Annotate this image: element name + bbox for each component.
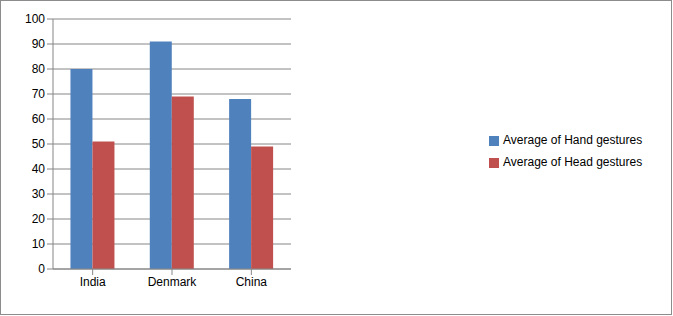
svg-text:90: 90 bbox=[32, 37, 46, 51]
svg-text:10: 10 bbox=[32, 237, 46, 251]
svg-text:40: 40 bbox=[32, 162, 46, 176]
svg-text:China: China bbox=[236, 275, 268, 289]
html-text:Average of Head gestures: Average of Head gestures bbox=[503, 155, 643, 169]
svg-text:0: 0 bbox=[38, 262, 45, 276]
svg-text:80: 80 bbox=[32, 62, 46, 76]
svg-text:60: 60 bbox=[32, 112, 46, 126]
svg-text:70: 70 bbox=[32, 87, 46, 101]
svg-text:30: 30 bbox=[32, 187, 46, 201]
svg-text:Denmark: Denmark bbox=[148, 275, 198, 289]
svg-text:India: India bbox=[80, 275, 106, 289]
svg-text:20: 20 bbox=[32, 212, 46, 226]
svg-text:100: 100 bbox=[25, 12, 45, 26]
svg-text:50: 50 bbox=[32, 137, 46, 151]
html-text:Average of Hand gestures: Average of Hand gestures bbox=[503, 133, 643, 147]
